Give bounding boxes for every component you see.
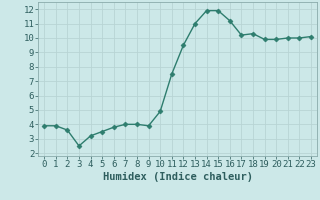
X-axis label: Humidex (Indice chaleur): Humidex (Indice chaleur) <box>103 172 252 182</box>
